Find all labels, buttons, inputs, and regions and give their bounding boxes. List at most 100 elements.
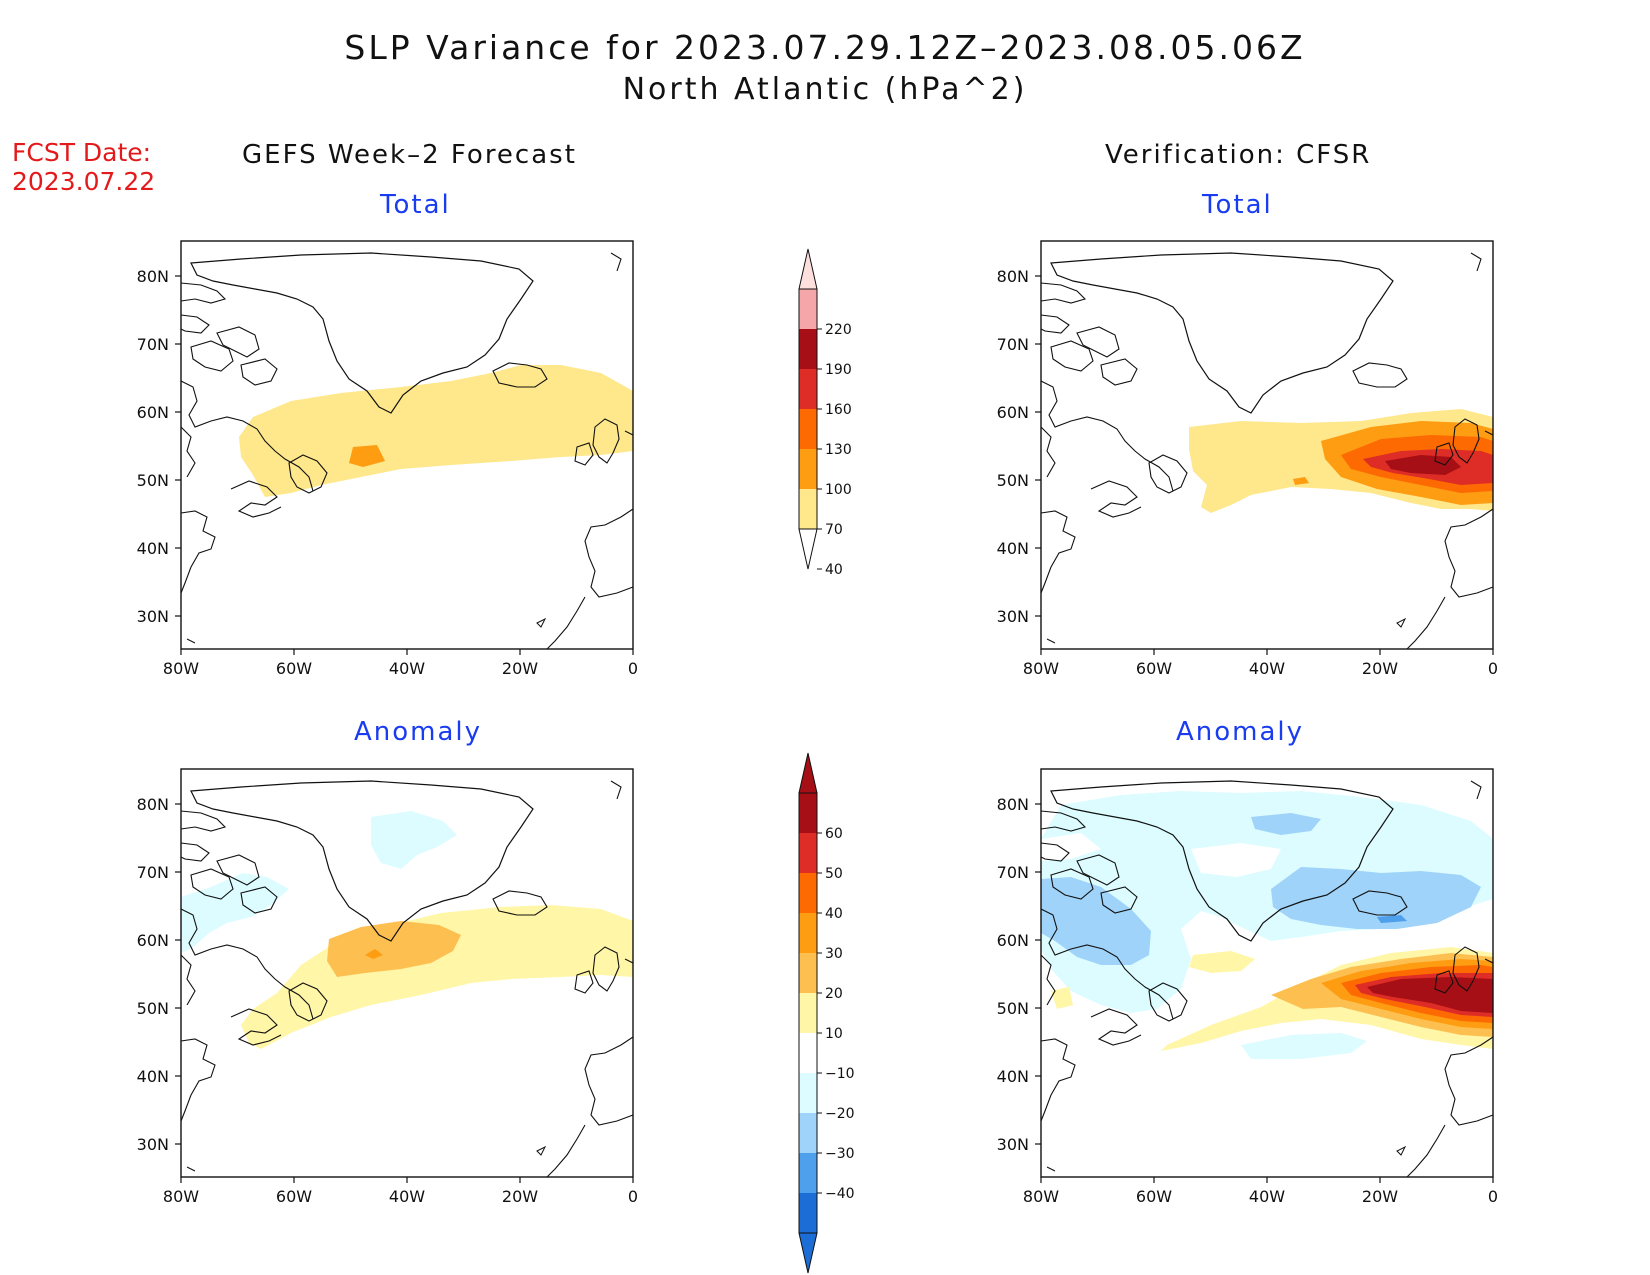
lat-label: 60N <box>137 403 169 422</box>
lon-label: 40W <box>389 1187 425 1206</box>
shade-10-20-small <box>1189 951 1255 973</box>
column-title-verification: Verification: CFSR <box>1105 140 1372 170</box>
shade-30-40 <box>365 949 383 959</box>
panel-title-forecast-total: Total <box>380 190 451 220</box>
colorbar-label: 100 <box>825 482 852 498</box>
map-verification-anomaly <box>1040 768 1494 1178</box>
colorbar-segment <box>799 449 817 489</box>
map-forecast-anomaly <box>180 768 634 1178</box>
colorbar-segment <box>799 489 817 529</box>
panel-title-verification-anomaly: Anomaly <box>1176 717 1305 747</box>
lat-label: 30N <box>137 1135 169 1154</box>
lat-label: 60N <box>137 931 169 950</box>
lon-label: 40W <box>389 659 425 678</box>
shade-40-70 <box>239 365 633 497</box>
figure-title: SLP Variance for 2023.07.29.12Z–2023.08.… <box>344 28 1306 67</box>
colorbar-segment <box>799 913 817 953</box>
shade-70-100-small <box>1293 477 1309 485</box>
lon-label: 80W <box>163 659 199 678</box>
shade-neg30-neg40 <box>1377 915 1407 923</box>
shade-20-30 <box>327 921 461 977</box>
lon-label: 80W <box>1023 659 1059 678</box>
lon-label: 80W <box>163 1187 199 1206</box>
lon-label: 0 <box>628 659 638 678</box>
lat-label: 60N <box>997 403 1029 422</box>
colorbar-label: −40 <box>825 1186 855 1202</box>
column-title-forecast: GEFS Week–2 Forecast <box>242 140 577 170</box>
colorbar-label: 30 <box>825 946 843 962</box>
colorbar-segment <box>799 1193 817 1233</box>
colorbar-segment <box>799 409 817 449</box>
fcst-date: 2023.07.22 <box>12 167 156 196</box>
lon-label: 0 <box>1488 659 1498 678</box>
lat-label: 30N <box>997 1135 1029 1154</box>
shade-white-hole <box>1191 843 1281 877</box>
shade-neg10-south <box>1241 1033 1367 1059</box>
colorbar-bottom-triangle <box>798 1232 818 1274</box>
lat-label: 80N <box>997 795 1029 814</box>
shade-70-100 <box>349 445 385 467</box>
colorbar-segment <box>799 953 817 993</box>
shade-neg10-neg20-west <box>181 873 289 953</box>
shade-neg20-neg30-north <box>1251 813 1321 835</box>
lat-label: 70N <box>137 335 169 354</box>
colorbar-top-triangle <box>798 248 818 290</box>
colorbar-label: 20 <box>825 986 843 1002</box>
shade-neg20-neg30-east <box>1271 867 1481 929</box>
shade-neg10-neg20 <box>1041 791 1493 1013</box>
colorbar-label: 50 <box>825 866 843 882</box>
lon-label: 60W <box>276 1187 312 1206</box>
lat-label: 40N <box>137 539 169 558</box>
lat-label: 80N <box>997 267 1029 286</box>
lon-label: 60W <box>1136 659 1172 678</box>
map-verification-total <box>1040 240 1494 650</box>
lat-label: 70N <box>137 863 169 882</box>
colorbar-segment <box>799 1153 817 1193</box>
colorbar-segment <box>799 369 817 409</box>
panel-title-forecast-anomaly: Anomaly <box>354 717 483 747</box>
colorbar-label: 160 <box>825 402 852 418</box>
lon-label: 0 <box>1488 1187 1498 1206</box>
shade-white-hole-2 <box>1041 833 1101 861</box>
fcst-date-block: FCST Date: 2023.07.22 <box>12 138 155 196</box>
lon-label: 40W <box>1249 1187 1285 1206</box>
colorbar-top-triangle <box>798 752 818 794</box>
shade-neg10-neg20 <box>371 811 457 869</box>
lon-label: 40W <box>1249 659 1285 678</box>
colorbar-label: −20 <box>825 1106 855 1122</box>
lat-label: 70N <box>997 863 1029 882</box>
colorbar-total: 220 190 160 130 100 70 40 <box>798 248 852 578</box>
lat-label: 50N <box>997 999 1029 1018</box>
colorbar-label: 40 <box>825 562 843 578</box>
shade-10-20-west <box>1051 987 1073 1009</box>
colorbar-anomaly: 60 50 40 30 20 10 −10 −20 −30 −40 <box>798 752 855 1274</box>
colorbar-label: 70 <box>825 522 843 538</box>
axes-layer: 80W 60W 40W 20W 0 80N 70N 60N 50N 40N 30N 80W 60W 40W… <box>137 267 1498 1206</box>
colorbar-segment <box>799 1113 817 1153</box>
figure-subtitle: North Atlantic (hPa^2) <box>622 72 1028 107</box>
lon-label: 80W <box>1023 1187 1059 1206</box>
panel-title-verification-total: Total <box>1202 190 1273 220</box>
colorbar-segment <box>799 833 817 873</box>
colorbar-label: 40 <box>825 906 843 922</box>
lat-label: 50N <box>137 999 169 1018</box>
lon-label: 20W <box>502 659 538 678</box>
lat-label: 40N <box>997 539 1029 558</box>
lat-label: 80N <box>137 795 169 814</box>
lon-label: 60W <box>1136 1187 1172 1206</box>
lon-label: 20W <box>1362 1187 1398 1206</box>
shade-60-plus <box>1367 977 1493 1013</box>
lat-label: 50N <box>997 471 1029 490</box>
colorbar-segment <box>799 1033 817 1073</box>
colorbar-segment <box>799 873 817 913</box>
lat-label: 30N <box>137 607 169 626</box>
lat-label: 80N <box>137 267 169 286</box>
colorbar-segment <box>799 1073 817 1113</box>
map-forecast-total <box>180 240 634 650</box>
colorbar-label: 60 <box>825 826 843 842</box>
colorbar-label: 220 <box>825 322 852 338</box>
lon-label: 20W <box>1362 659 1398 678</box>
lat-label: 30N <box>997 607 1029 626</box>
lon-label: 60W <box>276 659 312 678</box>
